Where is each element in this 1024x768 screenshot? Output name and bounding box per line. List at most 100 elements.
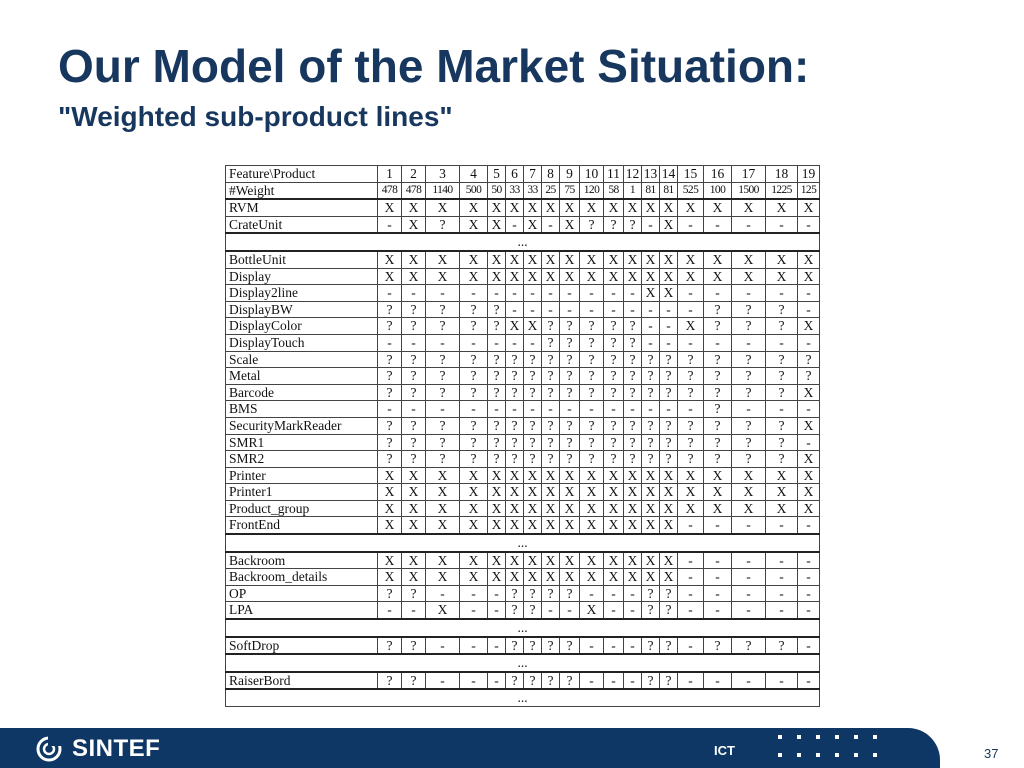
value-cell: X [731,483,766,501]
value-cell: X [377,249,402,269]
value-cell: - [677,670,704,690]
value-cell: - [677,215,704,234]
value-cell: X [425,466,460,485]
value-cell: X [641,249,660,269]
value-cell: - [487,333,506,352]
value-cell: X [487,267,506,286]
value-cell: X [641,284,660,302]
value-cell: ? [677,450,704,468]
value-cell: ? [523,584,542,603]
value-cell: X [765,483,798,501]
value-cell: X [505,516,524,535]
value-cell: ? [659,450,678,468]
value-cell: ? [623,367,642,385]
value-cell: ? [505,584,524,603]
value-cell: - [603,300,624,319]
value-cell: - [487,635,506,655]
weight-cell: 1225 [765,181,798,200]
feature-name-cell: SoftDrop [225,635,378,655]
value-cell: X [641,499,660,518]
feature-name-cell: FrontEnd [225,516,378,535]
value-cell: ? [487,416,506,435]
value-cell: X [459,516,488,535]
value-cell: X [641,466,660,485]
value-cell: - [703,284,732,302]
dot-decoration [873,735,877,739]
value-cell: - [641,317,660,335]
value-cell: ? [425,317,460,335]
feature-name-cell: BMS [225,400,378,418]
value-cell: X [603,568,624,586]
weight-cell: 50 [487,181,506,200]
value-cell: ? [401,433,426,452]
value-cell: X [731,267,766,286]
value-cell: ? [459,317,488,335]
table-row: SoftDrop?? - - -???? - - -?? -??? - [225,635,820,655]
value-cell: X [579,267,604,286]
value-cell: ? [541,433,560,452]
table-row: OP?? - - -???? - - -?? - - - - - [225,584,820,603]
dot-decoration [797,753,801,757]
value-cell: ? [603,383,624,402]
value-cell: ? [579,416,604,435]
value-cell: - [659,317,678,335]
value-cell: ? [505,416,524,435]
value-cell: X [541,499,560,518]
value-cell: ? [459,416,488,435]
feature-name-cell: SMR1 [225,433,378,452]
feature-name-cell: DisplayColor [225,317,378,335]
weight-cell: 33 [505,181,524,200]
value-cell: - [487,284,506,302]
value-cell: - [623,284,642,302]
feature-name-cell: Backroom_details [225,568,378,586]
value-cell: ? [559,317,580,335]
feature-name-cell: RVM [225,198,378,217]
value-cell: ? [459,450,488,468]
weight-cell: 500 [459,181,488,200]
value-cell: X [623,249,642,269]
value-cell: ? [377,670,402,690]
value-cell: X [659,550,678,570]
value-cell: ? [623,383,642,402]
value-cell: X [559,215,580,234]
value-cell: X [377,499,402,518]
value-cell: X [659,483,678,501]
value-cell: - [641,400,660,418]
value-cell: ? [401,300,426,319]
value-cell: X [541,516,560,535]
value-cell: ? [659,601,678,620]
value-cell: ? [425,350,460,369]
product-number-cell: 16 [703,165,732,183]
value-cell: ? [377,367,402,385]
value-cell: ? [703,400,732,418]
value-cell: X [541,249,560,269]
value-cell: ? [459,300,488,319]
product-number-cell: 10 [579,165,604,183]
value-cell: X [459,499,488,518]
feature-name-cell: DisplayTouch [225,333,378,352]
value-cell: X [425,601,460,620]
value-cell: X [641,568,660,586]
weight-cell: 125 [797,181,820,200]
product-number-cell: 3 [425,165,460,183]
value-cell: ? [541,383,560,402]
product-number-cell: 2 [401,165,426,183]
value-cell: - [731,568,766,586]
value-cell: ? [505,670,524,690]
value-cell: X [487,516,506,535]
value-cell: X [731,499,766,518]
value-cell: X [677,267,704,286]
table-row: SMR1?????????????????? - [225,433,820,452]
product-number-cell: 15 [677,165,704,183]
value-cell: X [659,499,678,518]
value-cell: ? [603,350,624,369]
value-cell: X [401,568,426,586]
value-cell: X [603,466,624,485]
table-row: Printer X X X X X X X X X X X X X X X X X X X [225,466,820,485]
value-cell: - [623,670,642,690]
dot-decoration [835,753,839,757]
value-cell: - [623,584,642,603]
value-cell: ? [579,450,604,468]
value-cell: ? [603,367,624,385]
value-cell: - [659,300,678,319]
